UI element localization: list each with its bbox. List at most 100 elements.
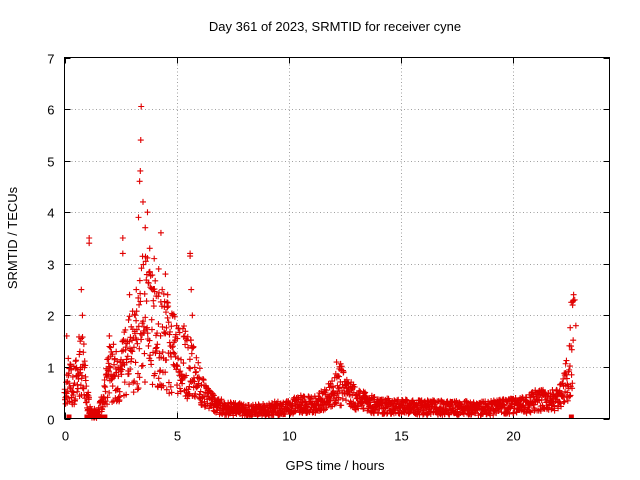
data-point (149, 381, 156, 388)
data-point (338, 363, 345, 370)
data-point (65, 355, 72, 362)
data-point (137, 298, 144, 305)
data-point (415, 408, 422, 415)
data-point (68, 366, 75, 373)
data-point (193, 354, 200, 361)
data-point (78, 286, 85, 293)
data-point (116, 393, 123, 400)
data-point (180, 360, 187, 367)
data-point (136, 178, 143, 185)
data-point (356, 387, 363, 394)
data-point (570, 291, 577, 298)
data-point (105, 360, 112, 367)
data-point (139, 198, 146, 205)
data-point (567, 392, 574, 399)
y-tick-label: 0 (47, 413, 54, 428)
data-point (185, 392, 192, 399)
data-point (170, 349, 177, 356)
zero-marker (66, 414, 72, 419)
data-point (282, 411, 289, 418)
data-point (122, 326, 129, 333)
data-point (336, 373, 343, 380)
data-point (329, 378, 336, 385)
data-point (162, 330, 169, 337)
data-point (119, 235, 126, 241)
data-point (138, 103, 145, 110)
data-point (335, 394, 342, 401)
data-point (163, 356, 170, 363)
data-point (559, 392, 566, 399)
data-point (375, 409, 382, 416)
data-point (126, 381, 133, 388)
data-point (165, 319, 172, 326)
data-point (351, 383, 358, 390)
data-point (195, 359, 202, 366)
data-point (154, 330, 161, 337)
data-point (191, 364, 198, 371)
data-point (161, 329, 168, 336)
data-point (371, 394, 378, 401)
data-point (104, 401, 111, 408)
data-point (140, 318, 147, 325)
data-point (146, 269, 153, 276)
x-axis-label: GPS time / hours (286, 458, 385, 473)
data-point (155, 289, 162, 296)
data-point (140, 261, 147, 268)
x-tick-label: 20 (506, 429, 520, 444)
zero-marker (97, 414, 103, 419)
data-point (155, 320, 162, 327)
zero-marker (102, 414, 108, 419)
data-point (104, 394, 111, 401)
data-point (104, 356, 111, 363)
data-point (70, 389, 77, 396)
data-point (186, 383, 193, 390)
data-point (162, 309, 169, 316)
data-point (561, 398, 568, 405)
data-point (137, 330, 144, 337)
data-point (114, 385, 121, 392)
data-point (156, 350, 163, 357)
data-point (132, 330, 139, 337)
zero-marker (84, 414, 90, 419)
data-point (124, 353, 131, 360)
data-point (74, 388, 81, 395)
data-point (172, 331, 179, 338)
data-point (157, 229, 164, 236)
data-point (343, 376, 350, 383)
data-point (191, 378, 198, 385)
data-point (151, 288, 158, 295)
y-tick-label: 3 (47, 258, 54, 273)
data-point (184, 333, 191, 340)
data-point (141, 379, 148, 386)
data-point (193, 368, 200, 375)
data-point (130, 389, 137, 396)
chart-title: Day 361 of 2023, SRMTID for receiver cyn… (209, 19, 461, 34)
data-point (66, 380, 73, 387)
data-point (152, 345, 159, 352)
data-point (99, 403, 106, 410)
data-point (132, 312, 139, 319)
data-point (143, 298, 150, 305)
data-point (173, 382, 180, 389)
data-point (563, 357, 570, 364)
data-point (123, 391, 130, 398)
data-point (75, 376, 82, 383)
data-point (569, 380, 576, 387)
data-point (107, 364, 114, 371)
data-point (334, 372, 341, 379)
data-point (333, 359, 340, 366)
data-point (155, 293, 162, 300)
data-points (61, 103, 579, 421)
plot-frame (64, 57, 610, 419)
data-point (82, 362, 89, 369)
data-point (64, 395, 71, 402)
data-point (145, 342, 152, 349)
data-point (139, 362, 146, 369)
data-point (135, 294, 142, 301)
data-point (327, 396, 334, 403)
data-point (151, 255, 158, 262)
data-point (173, 322, 180, 329)
data-point (182, 328, 189, 335)
data-point (334, 390, 341, 397)
